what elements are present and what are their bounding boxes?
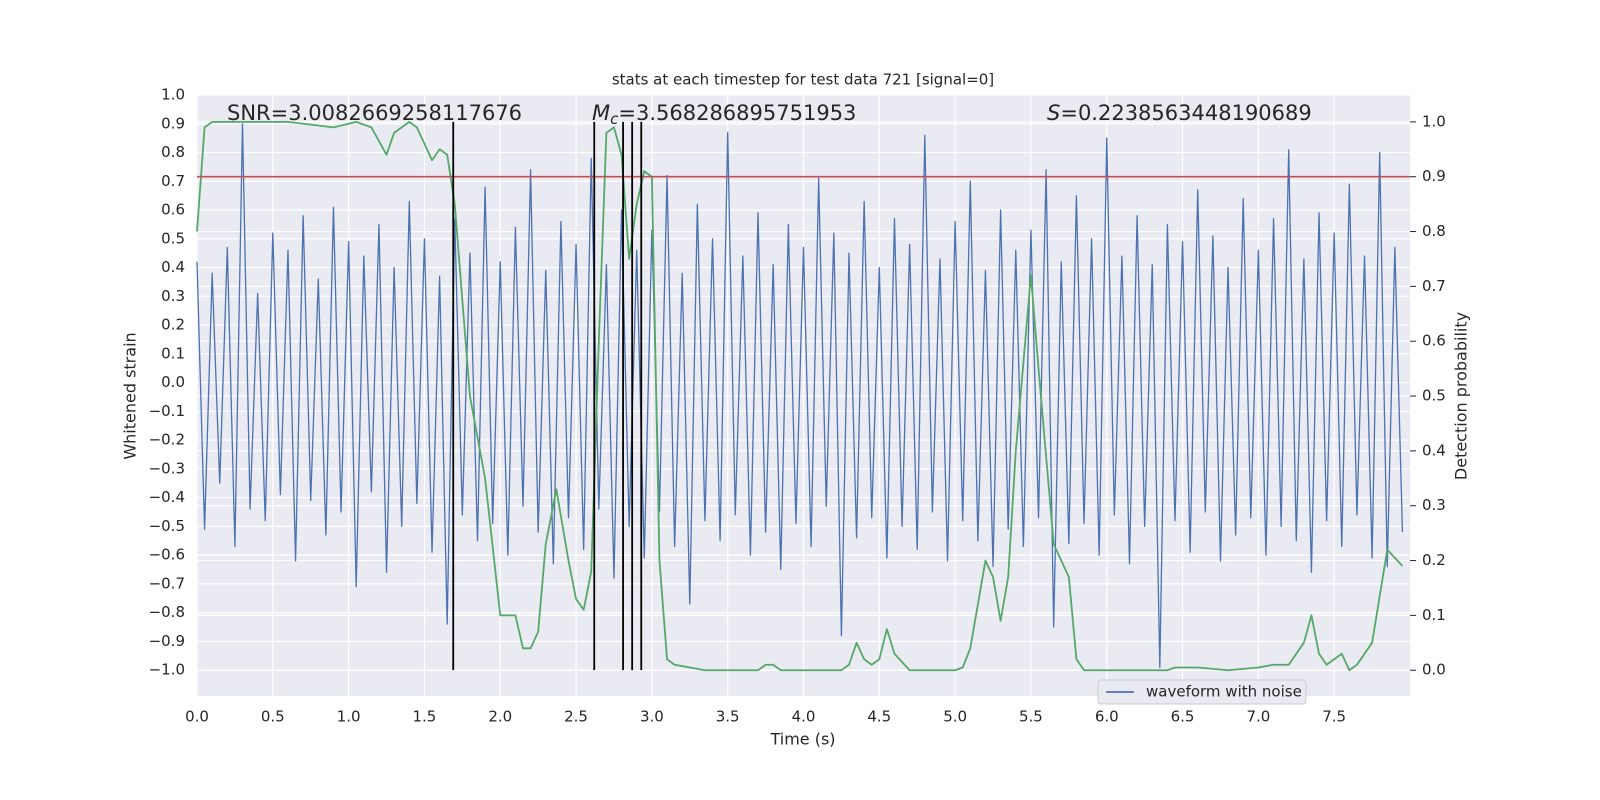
x-tick-label: 6.0 (1095, 708, 1119, 726)
probability-line (196, 120, 1404, 672)
y2-tick-label: 0.7 (1422, 277, 1446, 295)
legend-label: waveform with noise (1146, 683, 1302, 701)
y-tick-label: −0.4 (149, 488, 185, 506)
y-tick-label: −0.1 (149, 402, 185, 420)
annotation-symbol: S (1047, 101, 1060, 125)
y-tick-label: −0.3 (149, 459, 185, 477)
y2-tick-label: 0.1 (1422, 606, 1446, 624)
labels: 0.0 0.5 1.0 1.5 2.0 2.5 3.0 3.5 4.0 4.5 5.0 5.5 6.0 6… (149, 86, 1446, 726)
y-tick-label: 0.8 (161, 143, 185, 161)
annotation-text: =3.568286895751953 (618, 101, 856, 125)
x-tick-label: 0.0 (185, 708, 209, 726)
y-tick-label: −0.7 (149, 574, 185, 592)
y-tick-label: −0.5 (149, 517, 185, 535)
y-tick-label: 0.2 (161, 316, 185, 334)
chart-title: stats at each timestep for test data 721… (612, 71, 994, 89)
waveform-line (196, 123, 1404, 668)
annotation-text: SNR=3.0082669258117676 (227, 101, 522, 125)
y-tick-label: −0.6 (149, 546, 185, 564)
y2-tick-label: 0.6 (1422, 332, 1446, 350)
x-tick-label: 5.5 (1019, 708, 1043, 726)
y2-tick-label: 0.2 (1422, 551, 1446, 569)
y2-tick-label: 0.9 (1422, 167, 1446, 185)
x-tick-label: 3.5 (716, 708, 740, 726)
x-tick-label: 4.5 (867, 708, 891, 726)
x-tick-label: 7.5 (1322, 708, 1346, 726)
y-tick-label: 0.3 (161, 287, 185, 305)
y2-tick-label: 1.0 (1422, 112, 1446, 130)
x-tick-label: 3.0 (640, 708, 664, 726)
legend-box (1097, 679, 1307, 705)
x-tick-label: 7.0 (1246, 708, 1270, 726)
y2-tick-label: 0.8 (1422, 222, 1446, 240)
y-tick-label: −0.8 (149, 603, 185, 621)
annotation: S=0.2238563448190689 (1047, 101, 1312, 125)
annotation-text: =0.2238563448190689 (1060, 101, 1311, 125)
y-tick-label: 0.4 (161, 258, 185, 276)
y-tick-label: 0.7 (161, 172, 185, 190)
grid (196, 94, 1410, 696)
x-tick-label: 1.0 (337, 708, 361, 726)
y2-tick-label: 0.0 (1422, 661, 1446, 679)
y2-tick-label: 0.5 (1422, 387, 1446, 405)
annotation-subscript: c (610, 110, 619, 128)
y-tick-label: 0.0 (161, 373, 185, 391)
y-tick-label: −1.0 (149, 661, 185, 679)
x-tick-label: 4.0 (792, 708, 816, 726)
y-tick-label: 0.1 (161, 344, 185, 362)
y2-tick-label: 0.4 (1422, 441, 1446, 459)
annotation: Mc=3.568286895751953 (592, 101, 856, 128)
x-axis-label: Time (s) (769, 730, 835, 749)
y-tick-label: −0.2 (149, 431, 185, 449)
y-tick-label: 0.6 (161, 201, 185, 219)
x-tick-label: 6.5 (1171, 708, 1195, 726)
y2-tick-label: 0.3 (1422, 496, 1446, 514)
y2-axis-label: Detection probability (1452, 312, 1471, 480)
y-tick-label: 0.5 (161, 229, 185, 247)
x-tick-label: 1.5 (413, 708, 437, 726)
y-tick-label: −0.9 (149, 632, 185, 650)
annotation: SNR=3.0082669258117676 (227, 101, 522, 125)
x-tick-label: 5.0 (943, 708, 967, 726)
y-axis-label: Whitened strain (121, 332, 140, 459)
x-tick-label: 2.5 (564, 708, 588, 726)
y-tick-label: 0.9 (161, 114, 185, 132)
y-tick-label: 1.0 (161, 86, 185, 104)
x-tick-label: 2.0 (488, 708, 512, 726)
annotation-symbol: M (592, 101, 610, 125)
x-tick-label: 0.5 (261, 708, 285, 726)
marks (196, 120, 1410, 672)
